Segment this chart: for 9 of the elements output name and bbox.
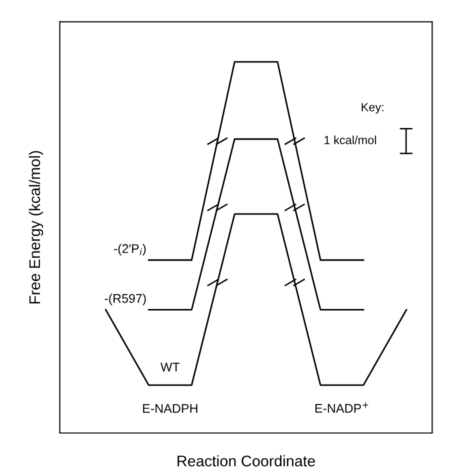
annotation: E-NADP$^{+}$ bbox=[315, 402, 368, 413]
series-label: -(2′P$_{i}$) bbox=[114, 244, 146, 256]
y-axis-title: Free Energy (kcal/mol) bbox=[28, 151, 44, 304]
x-axis-title: Reaction Coordinate bbox=[178, 455, 315, 466]
annotation: 1 kcal/mol bbox=[324, 136, 376, 144]
series-label: -(R597) bbox=[104, 294, 146, 306]
annotation: E-NADPH bbox=[143, 404, 198, 413]
annotation: Key: bbox=[362, 103, 384, 114]
series-label: WT bbox=[160, 362, 180, 372]
